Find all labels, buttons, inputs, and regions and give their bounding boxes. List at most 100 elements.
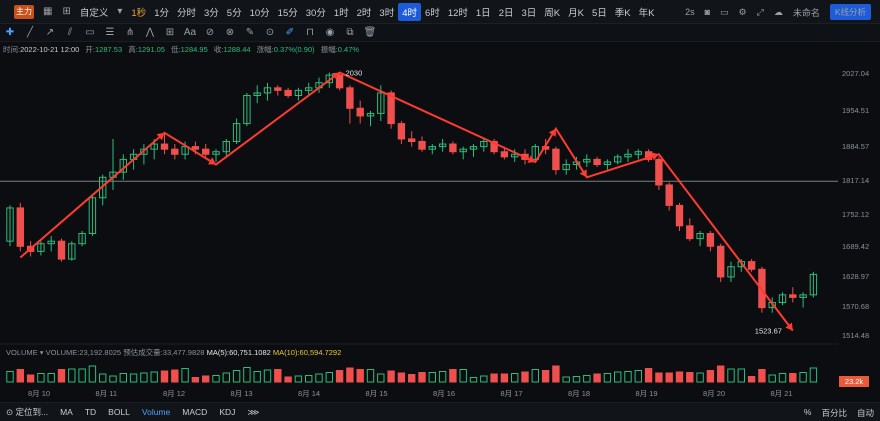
copy-icon[interactable]: ⧉ — [346, 27, 354, 38]
volume-bar — [809, 367, 818, 383]
ray-tool-icon[interactable]: ↗ — [45, 27, 55, 38]
timeframe-3[interactable]: 3分 — [204, 7, 219, 19]
timeframe-18[interactable]: 月K — [568, 7, 584, 19]
volume-bar — [47, 373, 55, 383]
indicator-ma[interactable]: MA — [60, 407, 73, 417]
timeframe-16[interactable]: 3日 — [521, 7, 537, 19]
timeframe-21[interactable]: 年K — [638, 7, 655, 19]
magnet-icon[interactable]: ⊘ — [205, 27, 215, 38]
trend-arrowhead — [527, 155, 536, 163]
indicator-volume[interactable]: Volume — [141, 407, 171, 417]
trash-icon[interactable]: 🗑 — [363, 27, 377, 38]
volume-bar — [366, 369, 375, 383]
high-value: 1291.05 — [137, 45, 165, 54]
pattern-tool-icon[interactable]: ⋀ — [145, 27, 155, 38]
timeframe-4[interactable]: 5分 — [226, 7, 242, 19]
crosshair-icon[interactable]: ✚ — [5, 27, 15, 38]
timeframe-2[interactable]: 分时 — [176, 7, 196, 19]
candle-body — [500, 151, 509, 158]
timeframe-8[interactable]: 1时 — [333, 7, 349, 19]
horizontal-line-icon[interactable]: ☰ — [105, 27, 115, 38]
candle-body — [99, 176, 107, 199]
line-tool-icon[interactable]: ╱ — [26, 27, 34, 38]
indicator-td[interactable]: TD — [84, 407, 97, 417]
timeframe-0[interactable]: 1秒 — [131, 7, 147, 19]
indicator-boll[interactable]: BOLL — [108, 407, 130, 417]
unnamed-layout[interactable]: 未命名 — [792, 7, 820, 18]
main-force-logo[interactable]: 主力 — [14, 4, 34, 19]
timeframe-20[interactable]: 季K — [614, 7, 631, 19]
percent-toggle[interactable]: % — [803, 407, 812, 417]
locate-button[interactable]: ⊙ 定位到... — [6, 407, 49, 417]
drawing-mode-icon[interactable]: ✐ — [285, 27, 295, 38]
timeframe-19[interactable]: 5日 — [591, 7, 607, 19]
gear-icon[interactable]: ⚙ — [738, 6, 747, 17]
amplitude-value: 0.47% — [337, 45, 360, 54]
volume-bar — [737, 368, 745, 383]
candle-body — [469, 146, 478, 150]
price-axis[interactable]: 2027.04 1954.51 1884.57 1817.14 1752.12 1689.… — [838, 54, 880, 344]
timeframe-7[interactable]: 30分 — [305, 7, 326, 19]
candle-body — [408, 138, 416, 142]
cloud-icon[interactable]: ☁ — [773, 6, 783, 17]
candle-body — [397, 123, 406, 140]
volume-bar — [634, 370, 642, 383]
camera-icon[interactable]: ◙ — [704, 7, 711, 17]
candle-body — [655, 158, 663, 186]
lock-icon[interactable]: ⊓ — [306, 27, 314, 38]
candle-body — [614, 156, 622, 163]
chevron-down-icon[interactable]: ▾ — [117, 6, 123, 17]
indicator-macd[interactable]: MACD — [182, 407, 208, 417]
timeframe-5[interactable]: 10分 — [249, 7, 270, 19]
timeframe-6[interactable]: 15分 — [277, 7, 298, 19]
visibility-icon[interactable]: ⊙ — [265, 27, 275, 38]
candlestick-chart[interactable]: 2030 1523.67 — [0, 54, 838, 386]
auto-scale-toggle[interactable]: 自动 — [856, 408, 874, 418]
parallel-tool-icon[interactable]: ⫽ — [67, 27, 73, 38]
volume-bar — [480, 375, 488, 383]
change-label: 涨幅: — [256, 45, 274, 54]
text-tool-icon[interactable]: Aa — [183, 27, 197, 38]
volume-bar — [408, 374, 416, 383]
timeframe-17[interactable]: 周K — [544, 7, 561, 19]
eye-icon[interactable]: ◉ — [325, 27, 335, 38]
layout-icon[interactable]: ▭ — [720, 6, 729, 17]
timeframe-15[interactable]: 2日 — [498, 7, 514, 19]
expand-icon[interactable]: ⤢ — [756, 6, 764, 17]
candle-body — [47, 240, 55, 245]
pencil-icon[interactable]: ✎ — [245, 27, 255, 38]
volume-bar — [593, 373, 601, 383]
volume-bar — [78, 368, 86, 383]
k-analysis-button[interactable]: K线分析 — [829, 4, 871, 20]
timeframe-14[interactable]: 1日 — [475, 7, 491, 19]
volume-label[interactable]: VOLUME — [6, 348, 38, 357]
interval-label[interactable]: 2s — [685, 7, 695, 17]
volume-bar — [799, 372, 807, 383]
timeframe-13[interactable]: 12时 — [447, 7, 468, 19]
fib-tool-icon[interactable]: ⋔ — [125, 27, 135, 38]
volume-bar — [171, 369, 179, 383]
rectangle-tool-icon[interactable]: ▭ — [85, 27, 95, 38]
volume-bar — [428, 372, 437, 383]
percentage-toggle[interactable]: 百分比 — [821, 408, 847, 418]
timeframe-9[interactable]: 2时 — [356, 7, 372, 19]
time-axis[interactable]: 8月 10 8月 11 8月 12 8月 13 8月 14 8月 15 8月 16 8月 17… — [0, 386, 838, 400]
candle-body — [212, 151, 220, 155]
indicator-kdj[interactable]: KDJ — [219, 407, 236, 417]
calendar-icon[interactable]: ▦ — [43, 6, 53, 17]
trend-polyline[interactable] — [19, 71, 794, 332]
measure-tool-icon[interactable]: ⊞ — [165, 27, 175, 38]
high-annotation: 2030 — [346, 68, 363, 77]
custom-timeframe-button[interactable]: 自定义 — [79, 7, 109, 19]
timeframe-12[interactable]: 6时 — [425, 7, 440, 19]
volume-bar — [778, 373, 787, 383]
lock-draw-icon[interactable]: ⊗ — [225, 27, 235, 38]
date-tick: 8月 15 — [365, 389, 388, 398]
timeframe-11[interactable]: 4时 — [398, 2, 422, 21]
volume-bar — [603, 373, 612, 383]
candle-body — [583, 158, 591, 163]
timeframe-1[interactable]: 1分 — [154, 7, 169, 19]
grid-icon[interactable]: ⊞ — [62, 6, 71, 17]
more-indicators-icon[interactable]: ⋙ — [247, 406, 260, 417]
timeframe-10[interactable]: 3时 — [379, 7, 395, 19]
